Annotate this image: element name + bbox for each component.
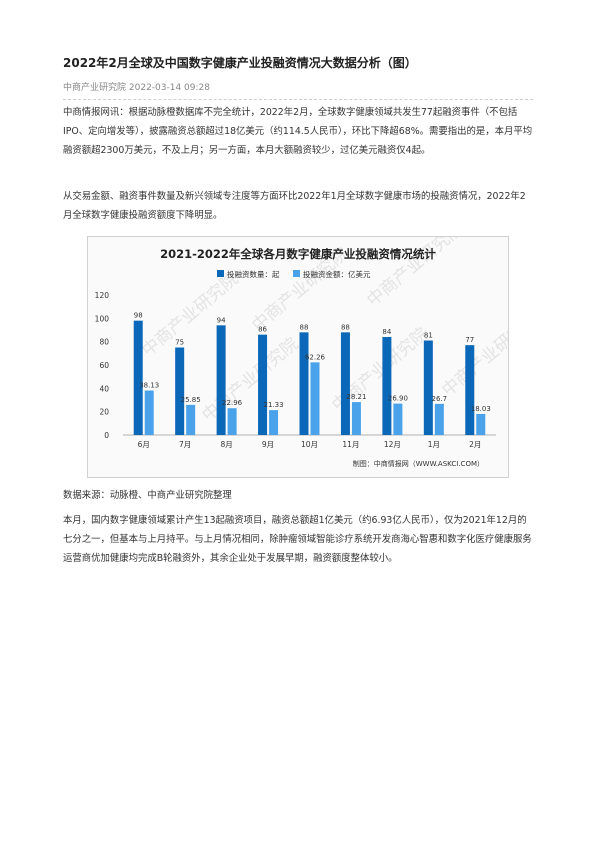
data-label: 26.7	[432, 395, 448, 403]
title-divider	[63, 99, 533, 100]
y-tick-label: 0	[104, 431, 109, 440]
watermark-text: 中商产业研究院	[198, 334, 302, 426]
data-label: 38.13	[139, 382, 159, 390]
legend-swatch-count	[217, 270, 224, 277]
data-label: 88	[341, 323, 350, 331]
legend-label-count: 投融资数量：起	[227, 269, 280, 279]
bar-count	[175, 347, 185, 435]
x-tick-label: 10月	[301, 440, 318, 449]
x-tick-label: 6月	[138, 440, 150, 449]
bar-count	[299, 332, 309, 435]
x-tick-label: 1月	[428, 440, 440, 449]
bar-amount	[393, 403, 403, 435]
chart-frame: 中商产业研究院中商产业研究院中商产业研究院中商产业研究院中商产业研究院中商产业研…	[87, 219, 543, 478]
intro-paragraph: 中商情报网讯：根据动脉橙数据库不完全统计，2022年2月，全球数字健康领域共发生…	[63, 107, 533, 156]
data-label: 77	[465, 336, 474, 344]
x-tick-label: 7月	[179, 440, 191, 449]
data-label: 81	[424, 332, 433, 340]
chart-title: 2021-2022年全球各月数字健康产业投融资情况统计	[160, 247, 436, 261]
article-source[interactable]: 中商产业研究院	[63, 83, 127, 93]
x-tick-label: 2月	[469, 440, 481, 449]
bar-count	[340, 332, 350, 435]
y-tick-label: 20	[99, 408, 109, 417]
bar-count	[216, 325, 226, 435]
bar-amount	[227, 408, 237, 435]
data-label: 18.03	[471, 405, 491, 413]
chart-footer[interactable]: 制图：中商情报网（WWW.ASKCI.COM）	[353, 459, 484, 468]
bar-count	[382, 337, 392, 435]
domestic-paragraph: 本月，国内数字健康领域累计产生13起融资项目，融资总额超1亿美元（约6.93亿人…	[63, 515, 532, 564]
article-date: 2022-03-14 09:28	[128, 83, 210, 93]
data-label: 98	[134, 312, 143, 320]
bar-count	[465, 345, 475, 435]
x-tick-label: 9月	[262, 440, 274, 449]
data-label: 62.26	[305, 353, 326, 361]
bar-chart: 中商产业研究院中商产业研究院中商产业研究院中商产业研究院中商产业研究院中商产业研…	[95, 219, 543, 468]
data-label: 26.90	[388, 395, 408, 403]
data-label: 22.96	[222, 399, 243, 407]
data-label: 25.85	[181, 396, 201, 404]
bar-count	[258, 334, 268, 435]
bar-count	[133, 320, 143, 435]
bar-count	[423, 340, 433, 435]
bar-amount	[310, 362, 320, 435]
data-label: 86	[258, 326, 267, 334]
data-label: 75	[175, 339, 184, 347]
bar-amount	[144, 390, 154, 435]
x-tick-label: 11月	[342, 440, 359, 449]
legend-label-amount: 投融资金额：亿美元	[303, 269, 371, 279]
plot-area: 0 20 40 60 80 100 120 98 38.13 6月 75 25.85 7月 94 22.96…	[95, 291, 491, 449]
y-tick-label: 60	[99, 361, 109, 370]
comparison-paragraph: 从交易金额、融资事件数量及新兴领域专注度等方面环比2022年1月全球数字健康市场…	[63, 191, 526, 221]
legend-swatch-amount	[293, 270, 300, 277]
article-title: 2022年2月全球及中国数字健康产业投融资情况大数据分析（图）	[63, 56, 417, 70]
data-label: 28.21	[346, 393, 366, 401]
bar-amount	[186, 404, 196, 435]
watermark-text: 中商产业研究院	[138, 269, 242, 361]
chart-legend: 投融资数量：起 投融资金额：亿美元	[217, 269, 371, 279]
bar-amount	[269, 410, 279, 435]
x-tick-label: 12月	[384, 440, 401, 449]
y-tick-label: 80	[99, 338, 109, 347]
bar-amount	[476, 413, 486, 435]
data-label: 21.33	[264, 401, 284, 409]
y-tick-label: 100	[95, 314, 110, 323]
article-meta: 中商产业研究院 2022-03-14 09:28	[63, 80, 210, 93]
y-tick-label: 120	[95, 291, 110, 300]
data-source-note: 数据来源：动脉橙、中商产业研究院整理	[63, 490, 232, 501]
bar-amount	[434, 403, 444, 435]
data-label: 88	[300, 323, 309, 331]
data-label: 94	[217, 316, 226, 324]
bar-amount	[351, 402, 361, 435]
y-tick-label: 40	[99, 384, 109, 393]
data-label: 84	[382, 328, 391, 336]
x-tick-label: 8月	[220, 440, 232, 449]
